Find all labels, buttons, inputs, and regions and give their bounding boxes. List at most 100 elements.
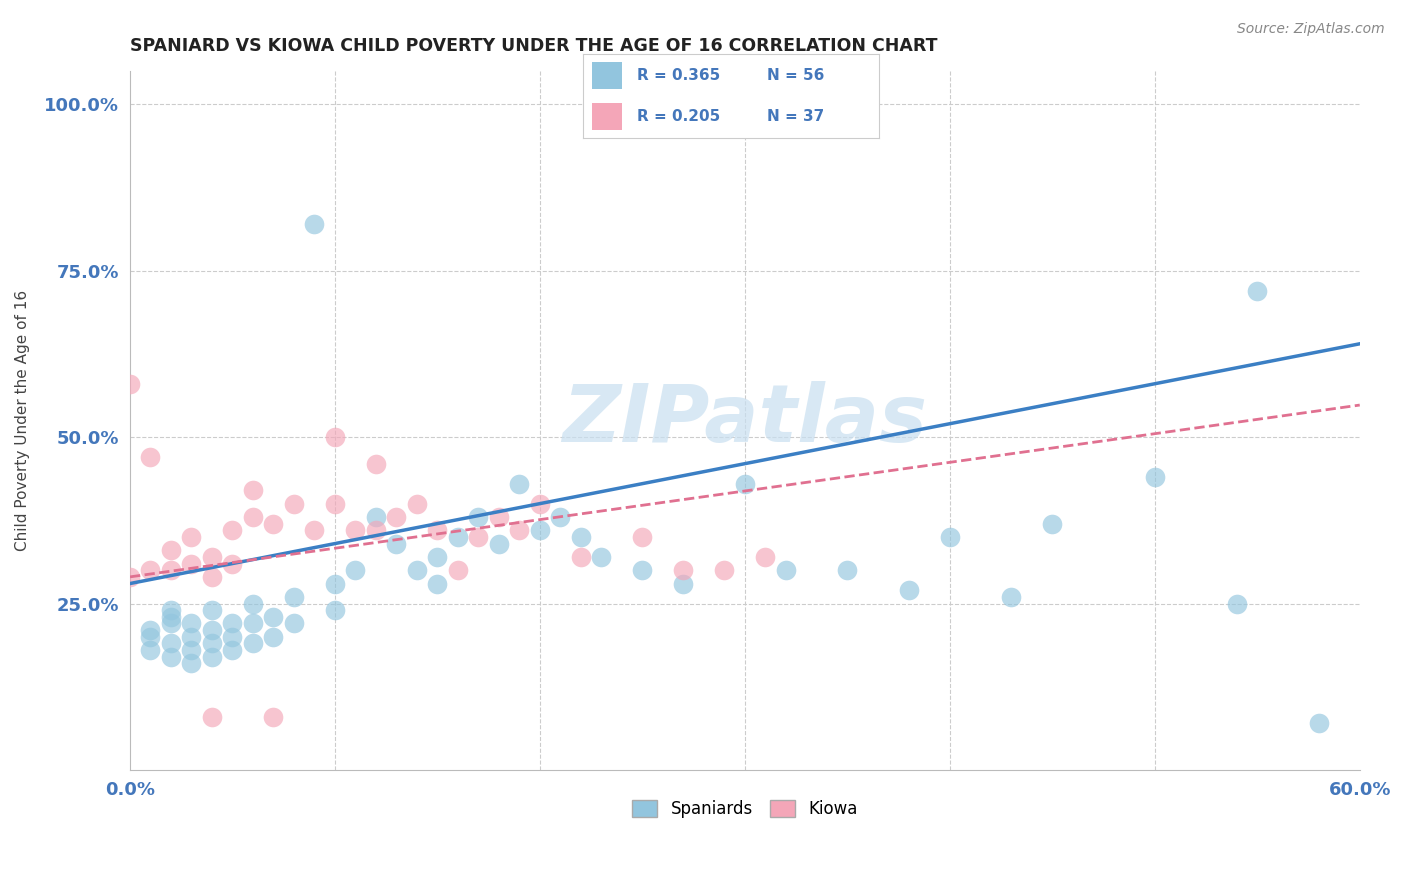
Point [447,563,470,577]
Point [672,563,695,577]
Point [221,616,243,631]
Point [631,563,654,577]
Point [323,603,346,617]
Point [221,630,243,644]
Text: ZIPatlas: ZIPatlas [562,382,928,459]
Point [364,510,387,524]
Point [713,563,735,577]
Point [754,549,776,564]
Point [550,510,572,524]
Point [426,549,449,564]
Text: SPANIARD VS KIOWA CHILD POVERTY UNDER THE AGE OF 16 CORRELATION CHART: SPANIARD VS KIOWA CHILD POVERTY UNDER TH… [129,37,938,55]
Point [180,643,202,657]
Point [734,476,756,491]
Point [139,563,162,577]
Bar [592,62,621,89]
Point [160,616,183,631]
Point [1246,284,1268,298]
Point [201,570,224,584]
Point [263,516,285,531]
Point [467,530,489,544]
Point [118,376,141,391]
Point [201,649,224,664]
Point [242,636,264,650]
Point [160,543,183,558]
Legend: Spaniards, Kiowa: Spaniards, Kiowa [626,793,865,824]
Point [180,630,202,644]
Point [508,523,530,537]
Point [180,657,202,671]
Point [488,510,510,524]
Point [406,497,429,511]
Point [385,510,408,524]
Point [364,457,387,471]
Point [467,510,489,524]
Point [201,636,224,650]
Point [529,497,551,511]
Point [488,536,510,550]
Point [160,610,183,624]
Point [201,709,224,723]
Text: R = 0.365: R = 0.365 [637,68,720,83]
Point [569,549,592,564]
Point [631,530,654,544]
Point [304,523,326,537]
Point [897,583,920,598]
Point [263,630,285,644]
Point [426,523,449,537]
Text: N = 37: N = 37 [766,109,824,124]
Point [201,549,224,564]
Point [180,557,202,571]
Point [283,497,305,511]
Point [160,636,183,650]
Point [364,523,387,537]
Point [939,530,962,544]
Point [118,570,141,584]
Text: Source: ZipAtlas.com: Source: ZipAtlas.com [1237,22,1385,37]
Point [242,483,264,498]
Point [180,530,202,544]
Point [160,649,183,664]
Point [344,523,367,537]
Point [263,709,285,723]
Point [160,603,183,617]
Point [139,643,162,657]
Point [1226,597,1249,611]
Text: R = 0.205: R = 0.205 [637,109,720,124]
Point [447,530,470,544]
Point [242,597,264,611]
Point [1000,590,1022,604]
Point [160,563,183,577]
Point [529,523,551,537]
Point [221,643,243,657]
Point [139,630,162,644]
Point [283,616,305,631]
Point [242,510,264,524]
Point [1040,516,1063,531]
Point [591,549,613,564]
Bar [592,103,621,130]
Point [837,563,859,577]
Point [263,610,285,624]
Point [323,576,346,591]
Point [323,497,346,511]
Point [344,563,367,577]
Point [139,450,162,464]
Point [201,603,224,617]
Point [672,576,695,591]
Point [283,590,305,604]
Point [406,563,429,577]
Y-axis label: Child Poverty Under the Age of 16: Child Poverty Under the Age of 16 [15,290,30,551]
Point [242,616,264,631]
Point [221,523,243,537]
Point [304,217,326,231]
Point [426,576,449,591]
Text: N = 56: N = 56 [766,68,824,83]
Point [385,536,408,550]
Point [201,623,224,637]
Point [323,430,346,444]
Point [569,530,592,544]
Point [775,563,797,577]
Point [139,623,162,637]
Point [1308,716,1330,731]
